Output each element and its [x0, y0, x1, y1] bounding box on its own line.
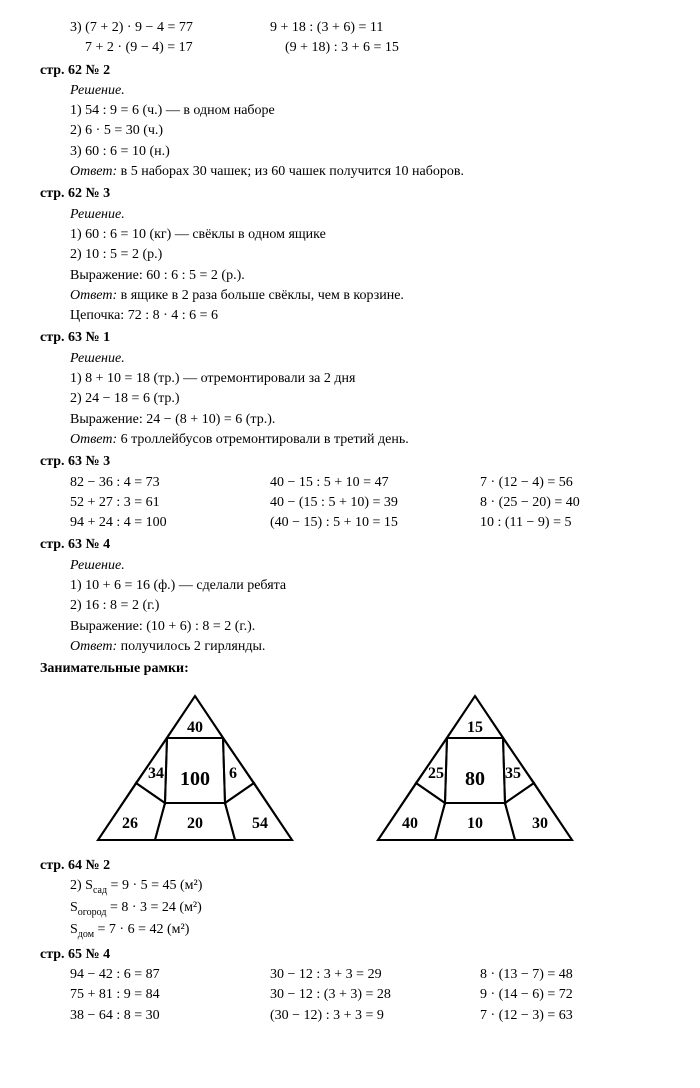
eq-cell: (40 − 15) : 5 + 10 = 15 — [270, 513, 480, 533]
tri-bl: 40 — [402, 815, 418, 832]
step: 1) 54 : 9 = 6 (ч.) — в одном наборе — [70, 101, 660, 121]
area-line: Sогород = 8 · 3 = 24 (м²) — [70, 898, 660, 920]
step: 1) 10 + 6 = 16 (ф.) — сделали ребята — [70, 576, 660, 596]
tri-bm: 20 — [187, 815, 203, 832]
post: = 9 · 5 = 45 (м²) — [107, 878, 202, 893]
step: 2) 16 : 8 = 2 (г.) — [70, 596, 660, 616]
eq-cell: 52 + 27 : 3 = 61 — [70, 493, 270, 513]
tri-top: 40 — [187, 719, 203, 736]
eq-cell: 10 : (11 − 9) = 5 — [480, 513, 660, 533]
frames-heading: Занимательные рамки: — [40, 659, 660, 679]
triangles-row: 40 34 6 100 26 20 54 15 25 35 80 40 10 3… — [90, 688, 660, 848]
section-heading: стр. 63 № 3 — [40, 452, 660, 472]
section-heading: стр. 63 № 4 — [40, 535, 660, 555]
eq-cell: 82 − 36 : 4 = 73 — [70, 473, 270, 493]
eq-cell: 8 · (13 − 7) = 48 — [480, 965, 660, 985]
eq-grid: 82 − 36 : 4 = 73 40 − 15 : 5 + 10 = 47 7… — [70, 473, 660, 534]
post: = 8 · 3 = 24 (м²) — [106, 900, 201, 915]
solution-label: Решение. — [70, 556, 660, 576]
step: 1) 60 : 6 = 10 (кг) — свёклы в одном ящи… — [70, 225, 660, 245]
eq-grid: 94 − 42 : 6 = 87 30 − 12 : 3 + 3 = 29 8 … — [70, 965, 660, 1026]
post: = 7 · 6 = 42 (м²) — [94, 922, 189, 937]
answer-label: Ответ: — [70, 164, 117, 179]
tri-bm: 10 — [467, 815, 483, 832]
section-heading: стр. 62 № 2 — [40, 61, 660, 81]
eq-cell: 94 + 24 : 4 = 100 — [70, 513, 270, 533]
tri-left: 34 — [148, 765, 164, 782]
area-line: Sдом = 7 · 6 = 42 (м²) — [70, 920, 660, 942]
eq-cell: (9 + 18) : 3 + 6 = 15 — [285, 38, 495, 58]
answer-label: Ответ: — [70, 432, 117, 447]
sub: дом — [78, 929, 94, 940]
step: Выражение: 24 − (8 + 10) = 6 (тр.). — [70, 410, 660, 430]
section-heading: стр. 63 № 1 — [40, 328, 660, 348]
tri-bl: 26 — [122, 815, 138, 832]
tri-br: 30 — [532, 815, 548, 832]
section-heading: стр. 64 № 2 — [40, 856, 660, 876]
eq-cell: 8 · (25 − 20) = 40 — [480, 493, 660, 513]
answer-line: Ответ: в 5 наборах 30 чашек; из 60 чашек… — [70, 162, 660, 182]
triangle-diagram-2: 15 25 35 80 40 10 30 — [370, 688, 580, 848]
step: 2) 24 − 18 = 6 (тр.) — [70, 389, 660, 409]
tri-right: 6 — [229, 765, 237, 782]
eq-cell: 30 − 12 : 3 + 3 = 29 — [270, 965, 480, 985]
area-line: 2) Sсад = 9 · 5 = 45 (м²) — [70, 876, 660, 898]
answer-text: 6 троллейбусов отремонтировали в третий … — [117, 432, 409, 447]
section-heading: стр. 65 № 4 — [40, 945, 660, 965]
tri-right: 35 — [505, 765, 521, 782]
step: Выражение: (10 + 6) : 8 = 2 (г.). — [70, 617, 660, 637]
eq-cell: 7 · (12 − 4) = 56 — [480, 473, 660, 493]
eq-cell: 40 − (15 : 5 + 10) = 39 — [270, 493, 480, 513]
tri-center: 100 — [180, 768, 210, 790]
tri-center: 80 — [465, 768, 485, 790]
step: Выражение: 60 : 6 : 5 = 2 (р.). — [70, 266, 660, 286]
triangle-diagram-1: 40 34 6 100 26 20 54 — [90, 688, 300, 848]
step: 3) 60 : 6 = 10 (н.) — [70, 142, 660, 162]
answer-line: Ответ: в ящике в 2 раза больше свёклы, ч… — [70, 286, 660, 306]
pre: S — [70, 900, 78, 915]
eq-cell: 7 · (12 − 3) = 63 — [480, 1006, 660, 1026]
eq-cell: 3) (7 + 2) · 9 − 4 = 77 — [70, 18, 270, 38]
solution-label: Решение. — [70, 349, 660, 369]
step: 2) 10 : 5 = 2 (р.) — [70, 245, 660, 265]
eq-cell: 30 − 12 : (3 + 3) = 28 — [270, 985, 480, 1005]
eq-cell: (30 − 12) : 3 + 3 = 9 — [270, 1006, 480, 1026]
answer-label: Ответ: — [70, 288, 117, 303]
answer-line: Ответ: получилось 2 гирлянды. — [70, 637, 660, 657]
answer-label: Ответ: — [70, 639, 117, 654]
answer-text: получилось 2 гирлянды. — [117, 639, 265, 654]
section-heading: стр. 62 № 3 — [40, 184, 660, 204]
answer-text: в ящике в 2 раза больше свёклы, чем в ко… — [117, 288, 404, 303]
answer-line: Ответ: 6 троллейбусов отремонтировали в … — [70, 430, 660, 450]
eq-cell: 7 + 2 · (9 − 4) = 17 — [70, 38, 285, 58]
sub: сад — [93, 885, 107, 896]
eq-cell: 38 − 64 : 8 = 30 — [70, 1006, 270, 1026]
tri-br: 54 — [252, 815, 268, 832]
eq-cell: 40 − 15 : 5 + 10 = 47 — [270, 473, 480, 493]
pre: 2) S — [70, 878, 93, 893]
tri-top: 15 — [467, 719, 483, 736]
solution-label: Решение. — [70, 205, 660, 225]
step: 2) 6 · 5 = 30 (ч.) — [70, 121, 660, 141]
answer-text: в 5 наборах 30 чашек; из 60 чашек получи… — [117, 164, 464, 179]
chain: Цепочка: 72 : 8 · 4 : 6 = 6 — [70, 306, 660, 326]
eq-cell: 94 − 42 : 6 = 87 — [70, 965, 270, 985]
solution-label: Решение. — [70, 81, 660, 101]
sub: огород — [78, 907, 107, 918]
step: 1) 8 + 10 = 18 (тр.) — отремонтировали з… — [70, 369, 660, 389]
tri-left: 25 — [428, 765, 444, 782]
top-equations: 3) (7 + 2) · 9 − 4 = 77 9 + 18 : (3 + 6)… — [70, 18, 660, 59]
pre: S — [70, 922, 78, 937]
eq-cell: 75 + 81 : 9 = 84 — [70, 985, 270, 1005]
eq-cell: 9 · (14 − 6) = 72 — [480, 985, 660, 1005]
eq-cell: 9 + 18 : (3 + 6) = 11 — [270, 18, 480, 38]
